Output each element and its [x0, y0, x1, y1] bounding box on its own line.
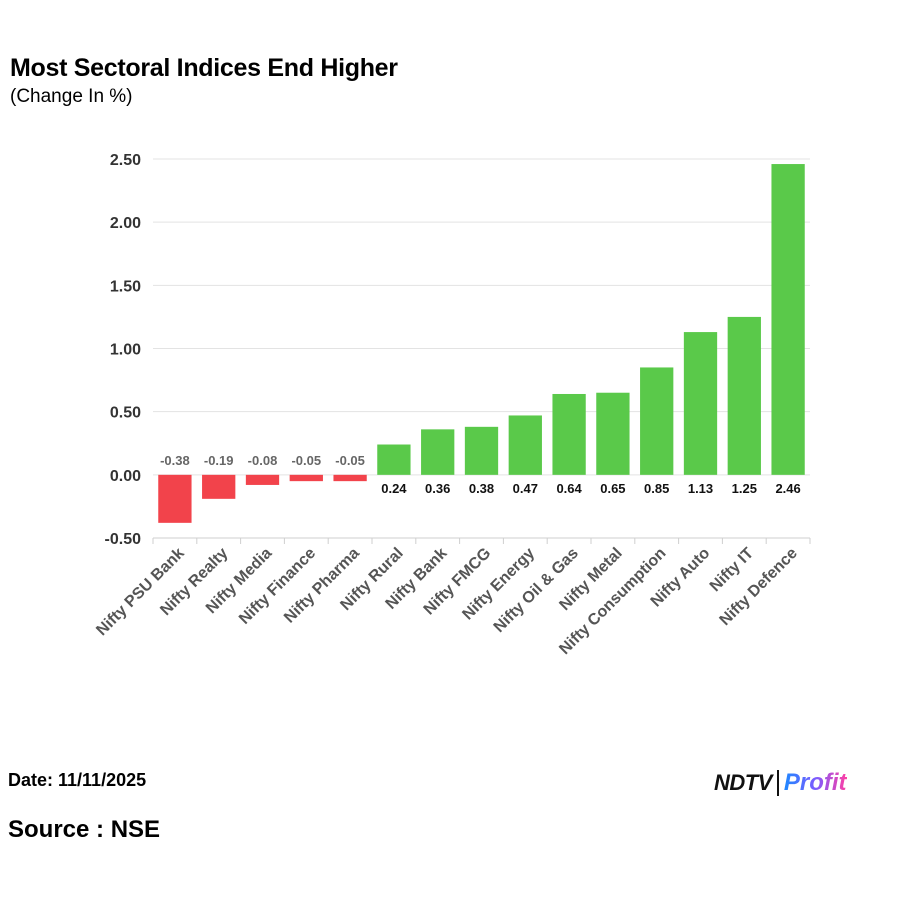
date-label: Date: 11/11/2025	[8, 770, 147, 790]
bar	[333, 474, 367, 482]
data-label: -0.08	[248, 453, 278, 468]
category-label: Nifty Defence	[717, 545, 801, 629]
category-label: Nifty Finance	[236, 545, 319, 628]
bar	[421, 429, 455, 475]
category-label: Nifty Pharma	[281, 545, 363, 627]
bar	[640, 367, 674, 475]
data-label: 0.65	[600, 481, 625, 496]
y-tick-label: 1.00	[110, 342, 141, 359]
bar	[464, 426, 499, 475]
data-label: 2.46	[775, 481, 800, 496]
bar	[158, 474, 192, 523]
ndtv-profit-logo: NDTV Profit	[714, 768, 847, 798]
bar	[245, 474, 280, 485]
bar	[552, 393, 586, 475]
data-label: 0.47	[513, 481, 538, 496]
bar	[508, 415, 542, 475]
bar	[596, 392, 630, 475]
logo-divider	[776, 770, 779, 796]
data-label: -0.05	[291, 453, 321, 468]
logo-profit-text: Profit	[783, 769, 847, 796]
bar	[727, 316, 761, 475]
y-tick-label: 0.50	[110, 405, 141, 422]
source-label: Source : NSE	[8, 816, 161, 843]
data-label: 0.85	[644, 481, 669, 496]
bar	[683, 332, 718, 475]
chart-title: Most Sectoral Indices End Higher	[10, 54, 398, 82]
y-tick-label: 2.00	[110, 215, 141, 232]
data-label: -0.19	[204, 453, 234, 468]
bar	[289, 474, 323, 482]
y-tick-label: 1.50	[110, 278, 141, 295]
data-label: 0.36	[425, 481, 450, 496]
logo-ndtv-text: NDTV	[714, 770, 772, 795]
y-tick-label: 0.00	[110, 468, 141, 485]
data-label: 1.25	[732, 481, 757, 496]
data-label: 0.24	[381, 481, 407, 496]
bar	[377, 444, 411, 475]
bar	[771, 164, 805, 475]
y-tick-label: 2.50	[110, 152, 141, 169]
data-label: 0.38	[469, 481, 494, 496]
chart-subtitle: (Change In %)	[10, 86, 133, 107]
data-label: -0.38	[160, 453, 190, 468]
bar-chart: -0.50 0.00 0.50 1.00 1.50 2.00 2.50 -0.38 Nifty …	[93, 152, 811, 658]
y-tick-label: -0.50	[105, 531, 142, 548]
data-label: 0.64	[556, 481, 582, 496]
data-label: 1.13	[688, 481, 713, 496]
data-label: -0.05	[335, 453, 365, 468]
bar	[202, 474, 236, 499]
